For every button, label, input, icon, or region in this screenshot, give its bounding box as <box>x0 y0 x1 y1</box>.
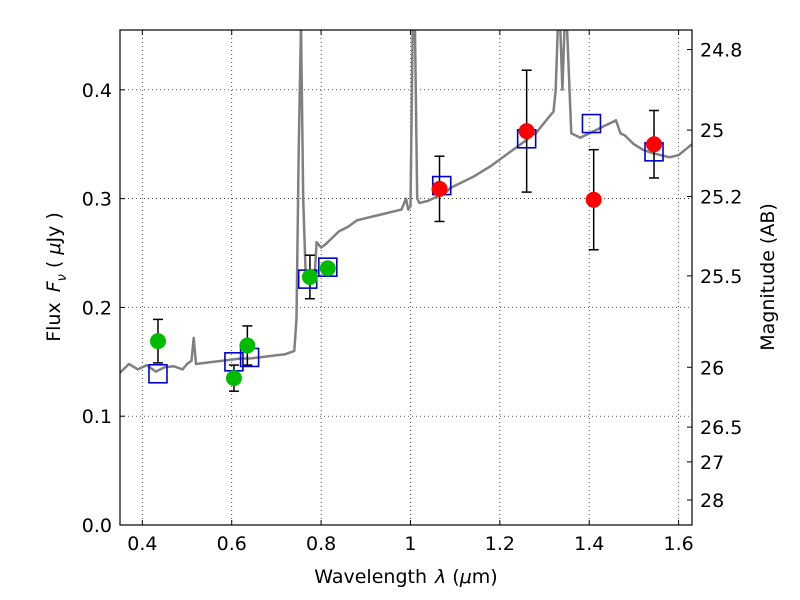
green-point <box>301 268 318 285</box>
y2-tick-label: 27 <box>700 452 724 474</box>
red-point <box>518 123 535 140</box>
red-point <box>431 180 448 197</box>
y2-tick-labels: 24.8 25 25.2 25.5 26 26.5 27 28 <box>700 40 742 512</box>
model-box-marker <box>581 113 602 134</box>
x-tick-label: 1 <box>404 533 416 555</box>
green-point <box>149 333 166 350</box>
red-point <box>585 191 602 208</box>
y-tick-labels: 0.0 0.1 0.2 0.3 0.4 <box>82 80 112 537</box>
y2-tick-label: 25 <box>700 120 724 142</box>
y2-tick-label: 26.5 <box>700 417 742 439</box>
y2-tick-label: 25.5 <box>700 266 742 288</box>
x-tick-label: 0.6 <box>217 533 247 555</box>
x-tick-label: 1.4 <box>574 533 604 555</box>
y-tick-label: 0.0 <box>82 515 112 537</box>
green-point <box>319 260 336 277</box>
y-tick-label: 0.1 <box>82 406 112 428</box>
x-tick-label: 1.2 <box>485 533 515 555</box>
x-tick-labels: 0.4 0.6 0.8 1 1.2 1.4 1.6 <box>127 533 693 555</box>
plot-frame <box>119 29 693 526</box>
x-tick-label: 0.4 <box>127 533 157 555</box>
green-point <box>225 370 242 387</box>
y2-axis-label: Magnitude (AB) <box>757 203 779 351</box>
plot-background <box>120 30 692 525</box>
green-point <box>239 337 256 354</box>
data-point-layer <box>149 123 663 387</box>
y2-tick-label: 24.8 <box>700 40 742 62</box>
red-point <box>646 136 663 153</box>
y-axis-label: FluxFν ( μJy ) <box>43 212 70 342</box>
y2-tick-label: 25.2 <box>700 186 742 208</box>
y2-tick-label: 28 <box>700 490 724 512</box>
x-tick-label: 0.8 <box>306 533 336 555</box>
y-tick-label: 0.4 <box>82 80 112 102</box>
x-axis-label: Wavelength λ (μm) <box>314 566 497 588</box>
model-box-marker <box>148 363 168 384</box>
tick-marks <box>120 30 692 526</box>
y-tick-label: 0.3 <box>82 189 112 211</box>
x-tick-label: 1.6 <box>663 533 693 555</box>
y-tick-label: 0.2 <box>82 297 112 319</box>
y2-tick-label: 26 <box>700 357 724 379</box>
